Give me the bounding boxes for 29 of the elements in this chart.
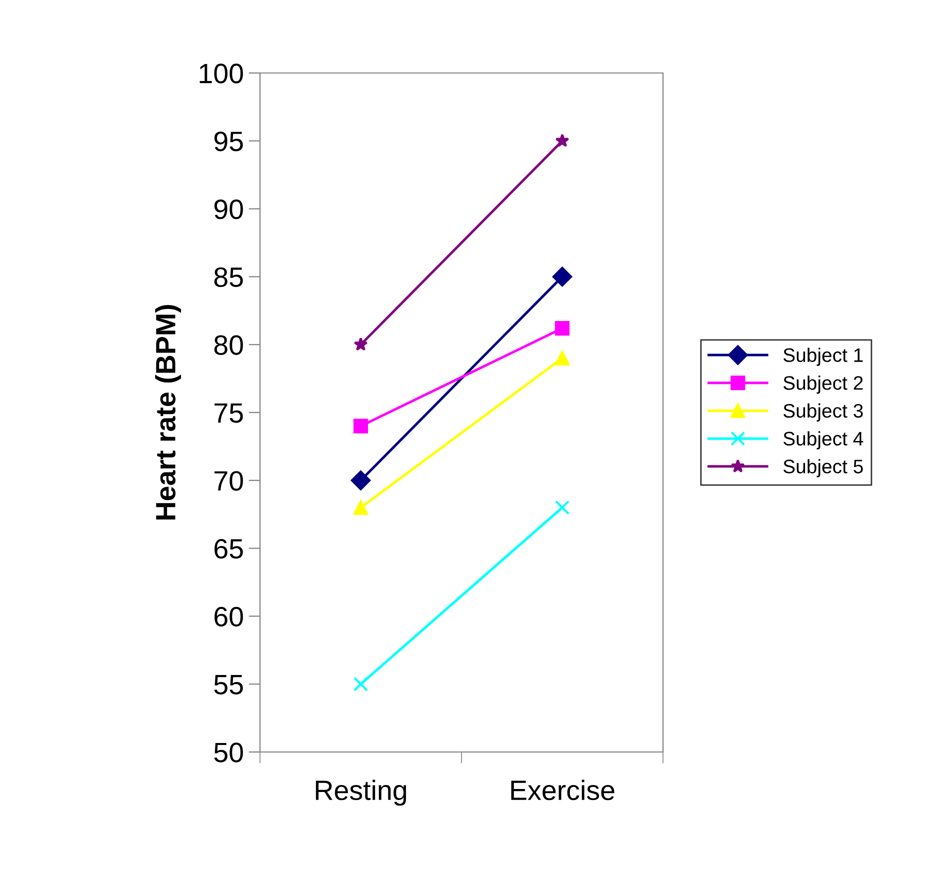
y-tick-label: 100 xyxy=(200,64,243,84)
legend-label: Subject 2 xyxy=(783,376,863,394)
point xyxy=(554,500,570,515)
y-tick-label: 50 xyxy=(214,742,243,762)
point xyxy=(354,337,368,351)
y-tick-label: 80 xyxy=(214,335,243,355)
legend-label: Subject 3 xyxy=(783,403,863,422)
x-tick-label: Resting xyxy=(316,780,406,806)
y-tick-label: 60 xyxy=(214,606,243,627)
y-tick-label: 65 xyxy=(214,538,243,559)
y-tick-label: 55 xyxy=(214,675,243,694)
point xyxy=(554,321,570,336)
point xyxy=(555,134,570,147)
point xyxy=(353,676,368,692)
x-tick-label: Exercise xyxy=(511,780,614,800)
y-tick-label: 95 xyxy=(214,132,243,152)
point xyxy=(554,350,570,366)
y-tick-label: 70 xyxy=(214,471,243,491)
y-tick-label: 85 xyxy=(214,267,243,288)
legend-label: Subject 5 xyxy=(783,459,863,478)
y-tick-label: 75 xyxy=(214,403,243,423)
point xyxy=(353,500,368,515)
legend-label: Subject 4 xyxy=(783,431,864,450)
point xyxy=(350,470,371,490)
y-axis-title: Heart rate (BPM) xyxy=(155,305,182,520)
legend-label: Subject 1 xyxy=(783,348,863,366)
point xyxy=(353,418,368,434)
y-tick-label: 90 xyxy=(214,199,243,220)
point xyxy=(552,266,572,287)
